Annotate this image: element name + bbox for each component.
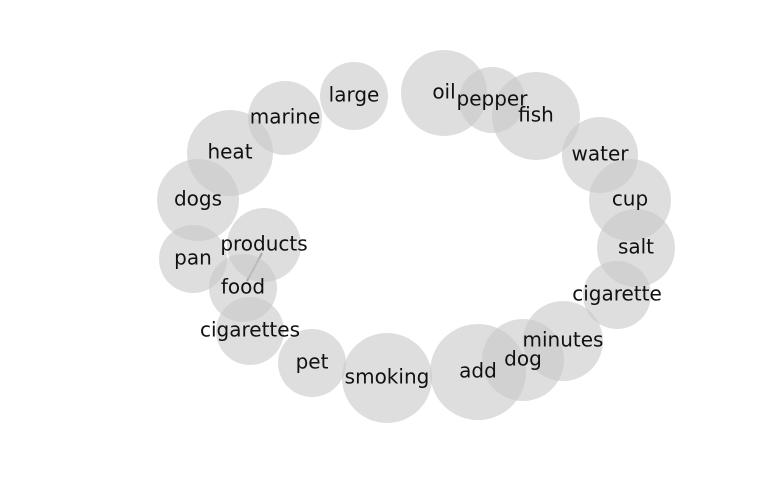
bubble-dogs — [157, 159, 239, 241]
bubble-pan — [159, 225, 227, 293]
bubble-label-oil: oil — [432, 80, 455, 104]
bubble-label-cup: cup — [612, 187, 648, 211]
bubble-label-smoking: smoking — [345, 365, 430, 389]
bubble-label-food: food — [221, 275, 265, 299]
bubble-label-water: water — [572, 142, 630, 166]
bubble-label-products: products — [220, 232, 307, 256]
bubble-add — [430, 324, 526, 420]
bubble-label-marine: marine — [250, 105, 321, 129]
bubble-label-heat: heat — [207, 140, 252, 164]
bubble-large — [320, 62, 388, 130]
bubbles-layer — [157, 50, 675, 423]
bubble-label-add: add — [459, 359, 497, 383]
bubble-smoking — [342, 333, 432, 423]
bubble-label-pet: pet — [296, 350, 329, 374]
bubble-label-minutes: minutes — [523, 328, 604, 352]
bubble-cigarette — [583, 261, 651, 329]
bubble-label-dog: dog — [504, 347, 542, 371]
bubble-pet — [278, 329, 346, 397]
bubble-label-salt: salt — [618, 235, 654, 259]
bubble-label-pan: pan — [174, 246, 212, 270]
bubble-label-cigarettes: cigarettes — [200, 318, 300, 342]
bubble-label-dogs: dogs — [174, 187, 222, 211]
bubble-label-fish: fish — [518, 103, 554, 127]
bubble-cigarettes — [216, 297, 284, 365]
bubble-fish — [492, 72, 580, 160]
bubble-label-large: large — [329, 83, 380, 107]
bubble-label-pepper: pepper — [457, 87, 529, 111]
bubble-label-cigarette: cigarette — [572, 282, 662, 306]
